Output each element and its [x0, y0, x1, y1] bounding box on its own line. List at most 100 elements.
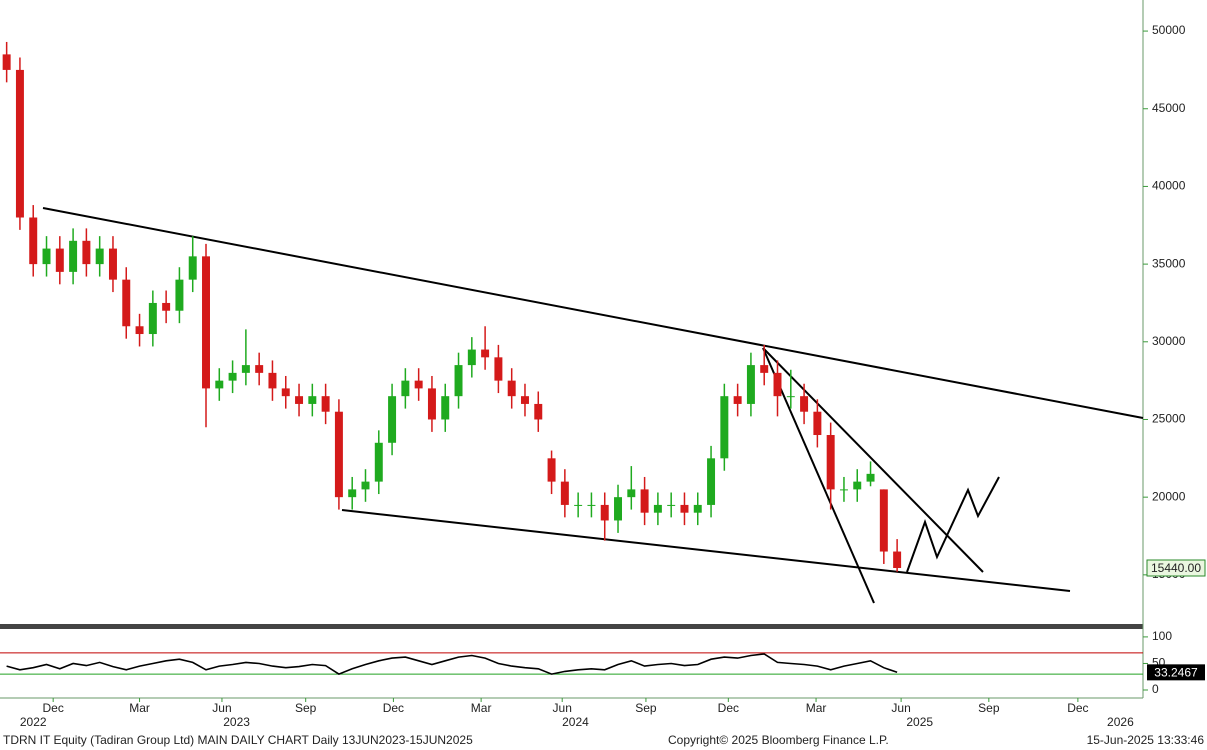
candle-body	[334, 411, 343, 498]
candle-body	[587, 504, 596, 506]
candle-body	[547, 458, 556, 482]
y-tick-label: 30000	[1152, 334, 1186, 348]
candle-body	[879, 489, 888, 552]
last-value-label: 33.2467	[1154, 666, 1198, 680]
candle-body	[268, 372, 277, 389]
candle-body	[29, 217, 38, 265]
candle-body	[773, 372, 782, 397]
candle-body	[427, 388, 436, 420]
candle-body	[560, 481, 569, 505]
candle-body	[175, 279, 184, 311]
candle-body	[534, 403, 543, 420]
lower-trendline	[341, 509, 1071, 592]
y-tick-label: 25000	[1152, 412, 1186, 426]
x-tick-label: Jun	[891, 701, 910, 715]
x-tick-label: Mar	[471, 701, 492, 715]
candle-body	[680, 504, 689, 513]
candle-body	[135, 326, 144, 335]
candle-body	[15, 69, 24, 218]
candle-body	[441, 396, 450, 420]
candle-body	[321, 396, 330, 412]
x-tick-label: Mar	[806, 701, 827, 715]
candle-body	[760, 365, 769, 373]
upper-trendline	[42, 207, 1144, 419]
footer-left: TDRN IT Equity (Tadiran Group Ltd) MAIN …	[3, 733, 473, 747]
candle-body	[202, 256, 210, 389]
x-tick-label: Mar	[129, 701, 150, 715]
candle-body	[188, 256, 197, 280]
candle-body	[866, 473, 875, 482]
candle-body	[241, 365, 250, 373]
candle-body	[162, 302, 171, 311]
candle-body	[494, 357, 503, 381]
candle-body	[69, 240, 78, 272]
candle-body	[746, 365, 755, 404]
candle-body	[653, 504, 662, 513]
footer-center: Copyright© 2025 Bloomberg Finance L.P.	[668, 733, 889, 747]
candle-body	[574, 504, 583, 506]
y-tick-label: 0	[1152, 682, 1159, 696]
y-tick-label: 45000	[1152, 101, 1186, 115]
candle-body	[255, 365, 264, 373]
last-price-box	[1146, 559, 1206, 577]
candle-body	[893, 551, 902, 569]
candle-body	[720, 396, 729, 459]
x-year-label: 2026	[1107, 715, 1134, 729]
candle-body	[839, 489, 848, 491]
x-tick-label: Jun	[212, 701, 231, 715]
y-tick-label: 50000	[1152, 23, 1186, 37]
candle-body	[454, 365, 463, 397]
candle-body	[853, 481, 862, 490]
candle-body	[401, 380, 410, 397]
candle-body	[82, 240, 91, 265]
candle-body	[108, 248, 117, 280]
candle-body	[733, 396, 742, 404]
candle-body	[640, 489, 649, 513]
panel-separator	[0, 624, 1143, 629]
candle-body	[507, 380, 516, 397]
y-tick-label: 35000	[1152, 256, 1186, 270]
candle-body	[826, 435, 835, 490]
candle-body	[55, 248, 64, 272]
x-tick-label: Dec	[383, 701, 404, 715]
candle-body	[2, 54, 11, 70]
candle-body	[388, 396, 397, 443]
x-tick-label: Sep	[978, 701, 1000, 715]
candle-body	[95, 248, 104, 265]
projection-zigzag	[906, 476, 1000, 573]
candle-body	[42, 248, 51, 265]
candle-body	[614, 497, 623, 521]
candle-body	[786, 396, 795, 398]
candle-body	[667, 504, 676, 506]
footer-right: 15-Jun-2025 13:33:46	[1087, 733, 1205, 747]
rsi-line	[6, 653, 898, 675]
candle-body	[228, 372, 237, 381]
x-year-label: 2022	[20, 715, 47, 729]
candle-body	[600, 504, 609, 521]
candle-body	[627, 489, 636, 498]
x-tick-label: Sep	[295, 701, 317, 715]
candle-body	[707, 458, 716, 505]
trendlines	[42, 207, 1144, 604]
x-tick-label: Dec	[42, 701, 63, 715]
y-tick-label: 20000	[1152, 489, 1186, 503]
x-tick-label: Dec	[1067, 701, 1088, 715]
candle-body	[148, 302, 157, 335]
candle-body	[813, 411, 822, 436]
x-year-label: 2024	[562, 715, 589, 729]
x-tick-label: Sep	[635, 701, 657, 715]
x-year-label: 2025	[906, 715, 933, 729]
candle-body	[361, 481, 370, 490]
candle-body	[481, 349, 490, 358]
candle-body	[308, 396, 317, 404]
candle-body	[374, 442, 383, 482]
y-tick-label: 100	[1152, 629, 1172, 643]
x-year-label: 2023	[223, 715, 250, 729]
candle-body	[295, 396, 304, 404]
last-price-label: 15440.00	[1151, 561, 1201, 575]
x-tick-label: Dec	[718, 701, 739, 715]
candle-body	[800, 396, 809, 412]
